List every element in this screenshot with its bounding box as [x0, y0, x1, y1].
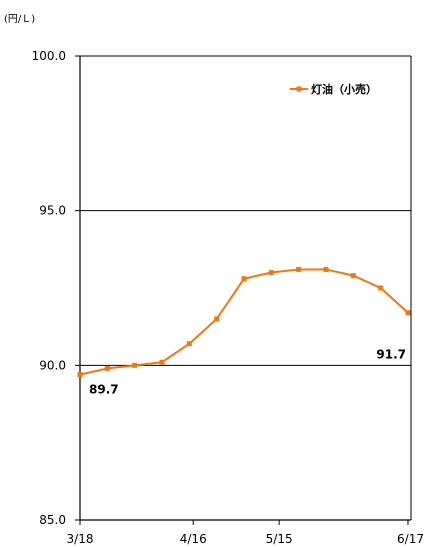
gridlines — [80, 55, 412, 520]
data-point-marker — [268, 270, 274, 276]
x-tick-label: 3/18 — [67, 532, 94, 546]
legend: 灯油（小売） — [290, 82, 377, 96]
data-point-marker — [214, 316, 220, 322]
data-point-marker — [77, 372, 83, 378]
axes — [75, 55, 411, 525]
x-tick-label: 4/16 — [180, 532, 207, 546]
data-labels: 89.7 91.7 — [89, 348, 406, 397]
data-label-first: 89.7 — [89, 383, 119, 397]
data-point-marker — [296, 266, 302, 272]
data-label-last: 91.7 — [376, 348, 406, 362]
y-tick-label: 100.0 — [32, 49, 66, 63]
y-tick-labels: 100.0 95.0 90.0 85.0 — [32, 49, 66, 527]
legend-marker-swatch — [296, 86, 302, 92]
x-tick-labels: 3/18 4/16 5/15 6/17 — [67, 532, 424, 546]
x-tick-label: 5/15 — [266, 532, 293, 546]
series-line — [79, 268, 409, 376]
data-point-marker — [241, 276, 247, 282]
data-point-marker — [186, 341, 192, 347]
series-kerosene-retail — [77, 266, 411, 378]
y-tick-label: 95.0 — [39, 204, 66, 218]
data-point-marker — [350, 273, 356, 279]
data-point-marker — [132, 362, 138, 368]
legend-label: 灯油（小売） — [311, 82, 377, 96]
data-point-marker — [323, 266, 329, 272]
y-tick-label: 90.0 — [39, 358, 66, 372]
y-tick-label: 85.0 — [39, 513, 66, 527]
data-point-marker — [405, 310, 411, 316]
unit-label: (円/Ｌ) — [4, 14, 35, 25]
data-point-marker — [159, 359, 165, 365]
data-point-marker — [378, 285, 384, 291]
data-point-marker — [104, 365, 110, 371]
x-tick-label: 6/17 — [397, 532, 424, 546]
